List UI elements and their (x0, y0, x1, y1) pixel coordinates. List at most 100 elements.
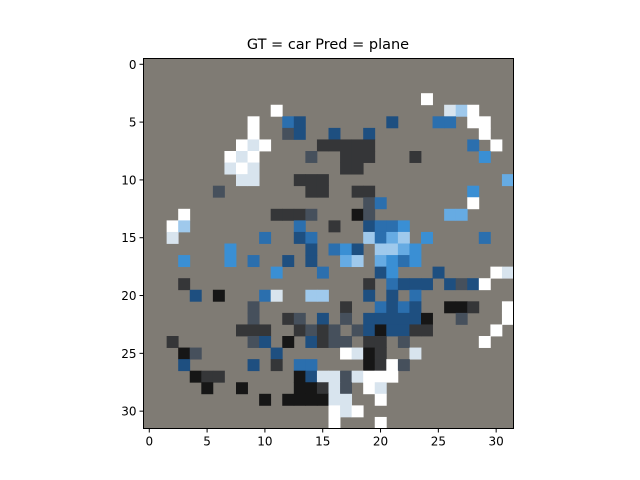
heatmap-cell (363, 359, 376, 372)
x-tick-label: 10 (257, 435, 272, 449)
heatmap-cell (236, 151, 248, 163)
heatmap-cell (421, 324, 433, 337)
x-tick-label: 20 (373, 435, 388, 449)
heatmap-cell (351, 255, 364, 268)
plot-frame (143, 58, 514, 429)
heatmap-cell (328, 382, 341, 395)
heatmap-cell (351, 151, 364, 163)
heatmap-cell (455, 208, 468, 221)
heatmap-cell (374, 255, 387, 268)
heatmap-cell (374, 266, 387, 279)
heatmap-cell (363, 312, 376, 325)
heatmap-cell (340, 405, 353, 418)
x-tick-label: 5 (203, 435, 211, 449)
heatmap-cell (178, 208, 191, 221)
heatmap-cell (328, 324, 341, 337)
x-tick-label: 30 (489, 435, 504, 449)
heatmap-cell (467, 197, 480, 210)
heatmap-cell (397, 359, 410, 372)
heatmap-cell (374, 231, 387, 244)
heatmap-cell (189, 289, 202, 302)
heatmap-cell (293, 231, 306, 244)
heatmap-cell (351, 324, 364, 337)
heatmap-cell (328, 416, 341, 429)
heatmap-cell (247, 324, 260, 337)
heatmap-cell (386, 278, 399, 291)
heatmap-cell (270, 104, 283, 117)
heatmap-cell (351, 139, 364, 152)
heatmap-cell (363, 208, 376, 221)
x-tick-label: 0 (145, 435, 153, 449)
heatmap-cell (305, 174, 318, 187)
x-tick-label: 25 (431, 435, 446, 449)
heatmap-cell (316, 370, 329, 383)
heatmap-cell (374, 312, 387, 325)
heatmap-cell (328, 336, 341, 348)
heatmap-cell (305, 324, 318, 337)
heatmap-cell (305, 151, 318, 163)
heatmap-cell (340, 162, 353, 175)
y-axis: 0 5 10 15 20 25 30 (121, 58, 144, 419)
x-tick-label: 15 (315, 435, 330, 449)
heatmap-cell (455, 312, 468, 325)
heatmap-cell (282, 127, 295, 140)
heatmap-cell (293, 359, 306, 372)
heatmap-cell (247, 139, 260, 152)
heatmap-cell (374, 243, 387, 256)
heatmap-cell (386, 370, 399, 383)
heatmap-cell (363, 220, 376, 233)
heatmap-cell (316, 336, 329, 348)
heatmap-cell (501, 301, 514, 314)
heatmap-cell (212, 370, 225, 383)
heatmap-cell (386, 243, 399, 256)
heatmap-cell (386, 220, 399, 233)
heatmap-cell (316, 393, 329, 406)
heatmap-cell (374, 416, 387, 429)
heatmap-cell (328, 220, 341, 233)
heatmap-cell (259, 289, 272, 302)
heatmap-cell (421, 312, 433, 325)
heatmap-cell (363, 324, 376, 337)
heatmap-cell (455, 301, 468, 314)
heatmap-cell (374, 197, 387, 210)
heatmap-cell (270, 347, 283, 360)
heatmap-cell (340, 151, 353, 163)
heatmap-cell (259, 324, 272, 337)
heatmap-cell (386, 324, 399, 337)
heatmap-cell (444, 278, 457, 291)
heatmap-cell (397, 255, 410, 268)
heatmap-cell (363, 197, 376, 210)
heatmap-cell (259, 231, 272, 244)
heatmap-cell (328, 393, 341, 406)
heatmap-cell (397, 336, 410, 348)
heatmap-cell (351, 208, 364, 221)
heatmap-cell (444, 104, 457, 117)
heatmap-cells (143, 58, 514, 429)
heatmap-cell (409, 312, 422, 325)
heatmap-cell (247, 151, 260, 163)
heatmap-cell (305, 208, 318, 221)
heatmap-cell (467, 185, 480, 198)
heatmap-cell (374, 220, 387, 233)
heatmap-cell (224, 255, 237, 268)
heatmap-cell (212, 289, 225, 302)
heatmap-cell (293, 208, 306, 221)
heatmap-cell (282, 312, 295, 325)
heatmap-cell (282, 255, 295, 268)
heatmap-cell (247, 162, 260, 175)
y-tick-label: 30 (121, 405, 136, 419)
heatmap-cell (374, 324, 387, 337)
heatmap-cell (478, 151, 491, 163)
heatmap-cell (421, 231, 433, 244)
heatmap-cell (340, 312, 353, 325)
heatmap-cell (340, 139, 353, 152)
heatmap-cell (340, 393, 353, 406)
heatmap-cell (305, 185, 318, 198)
y-tick-label: 0 (129, 58, 137, 72)
heatmap-cell (363, 278, 376, 291)
heatmap-cell (478, 127, 491, 140)
heatmap-cell (293, 220, 306, 233)
heatmap-cell (397, 243, 410, 256)
heatmap-cell (351, 347, 364, 360)
heatmap-cell (363, 289, 376, 302)
